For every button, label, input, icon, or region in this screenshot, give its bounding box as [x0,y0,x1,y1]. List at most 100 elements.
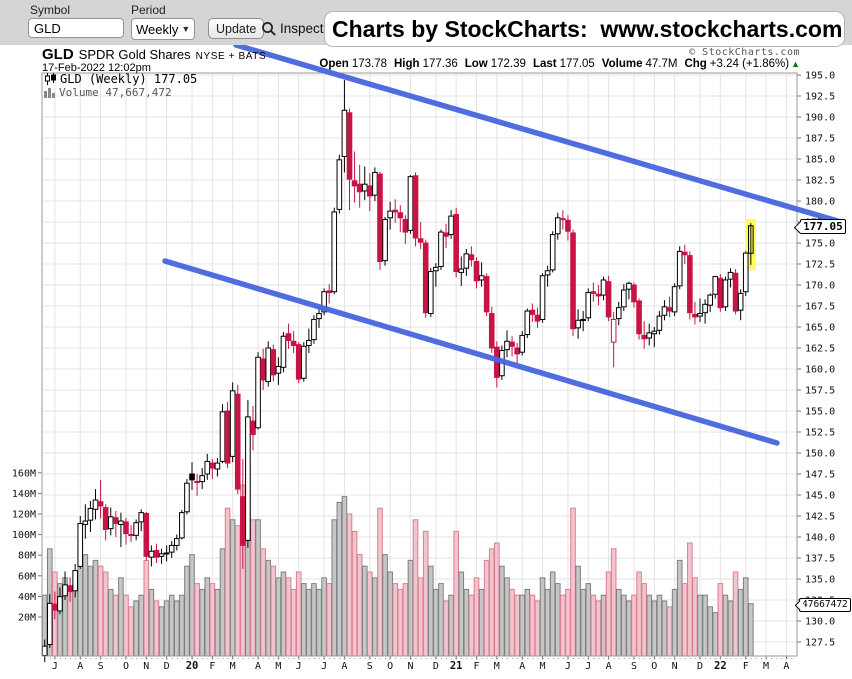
volume-bar [671,588,678,657]
candle-body [229,390,236,457]
axis-label: 21 [450,660,463,672]
volume-bar [189,554,195,657]
volume-bar [595,600,602,657]
candle-body [367,185,373,197]
candle-body [712,276,719,295]
candle-body [483,276,490,313]
axis-label: F [473,661,479,672]
candle-body [123,521,129,535]
period-select[interactable]: Weekly ▼ [131,18,195,40]
volume-bar [336,501,343,657]
volume-bar [412,519,419,657]
volume-bar [580,588,586,657]
quote-label: Volume [601,58,643,70]
candle-body [77,523,84,567]
volume-bar [280,571,287,657]
candle-body [224,410,231,464]
volume-bar [504,577,510,657]
volume-bar [219,548,226,657]
axis-label: 40M [18,592,36,603]
candle-body [544,270,551,276]
axis-label: A [519,661,525,672]
candle-body [163,552,170,555]
axis-label: 172.5 [805,260,835,271]
volume-bar [676,559,683,657]
candle-body [321,291,327,313]
candle-body [646,332,653,339]
volume-bar [173,600,180,657]
volume-bar [717,583,724,657]
candle-body [179,512,185,539]
quote-value: 173.78 [351,58,387,70]
volume-bar [544,588,551,657]
axis-label: N [143,661,149,672]
volume-bar [82,554,89,657]
axis-label: N [407,661,413,672]
legend-volume-text: Volume 47,667,472 [59,86,172,99]
axis-label: M [275,661,281,672]
volume-bar [311,583,317,657]
candle-body [52,603,58,611]
candle-body [387,210,393,219]
candle-body [463,253,470,269]
volume-bar [306,588,312,657]
candle-body [610,318,617,343]
volume-bar [316,588,322,657]
candle-body [473,260,480,282]
candle-body [372,171,378,196]
volume-bar [341,496,348,657]
volume-bar [560,594,566,657]
volume-bar [331,519,338,657]
axis-label: 147.5 [805,470,835,481]
volume-bar [732,571,739,657]
volume-bar [199,588,205,657]
candle-body [580,318,586,321]
candle-body [427,271,434,315]
candle-body [346,112,353,180]
candle-body [595,293,602,297]
stockcharts-banner: Charts by StockCharts: www.stockcharts.c… [324,11,845,47]
volume-bar [438,583,444,657]
axis-label: F [743,661,749,672]
legend-volume-line: Volume 47,667,472 [44,86,172,99]
candle-body [651,330,658,335]
candle-body [240,496,246,546]
axis-label: 175.0 [805,239,835,250]
candlestick-icon [45,73,56,85]
candle-body [722,279,729,308]
trendline [162,258,780,446]
axis-label: 100M [12,530,36,541]
volume-bar [631,594,637,657]
inspect-control[interactable]: Inspect [261,21,324,36]
volume-bar [468,594,475,657]
candle-body [295,344,302,380]
candle-body [514,347,520,355]
axis-label: 185.0 [805,155,835,166]
axis-label: S [631,661,637,672]
candle-body [316,313,322,320]
axis-label: J [585,661,591,672]
candle-body [280,335,287,368]
symbol-input[interactable] [28,18,124,38]
candle-body [356,183,363,193]
volume-bar [656,594,663,657]
axis-label: S [367,661,373,672]
candle-body [255,356,261,429]
candle-body [575,319,581,329]
update-button[interactable]: Update [208,18,265,39]
volume-bar [666,606,673,657]
axis-label: D [697,661,703,672]
candle-body [219,411,226,462]
candle-body [661,306,668,316]
axis-label: 182.5 [805,176,835,187]
candle-body [641,334,647,340]
volume-bar [494,542,500,657]
candle-body [158,553,165,557]
volume-bar [422,530,429,657]
volume-bar [290,588,297,657]
quote-row: Open 173.78 High 177.36 Low 172.39 Last 177.05 V… [319,58,800,70]
volume-bar [722,594,729,657]
volume-bar [133,600,139,657]
axis-label: A [77,661,83,672]
